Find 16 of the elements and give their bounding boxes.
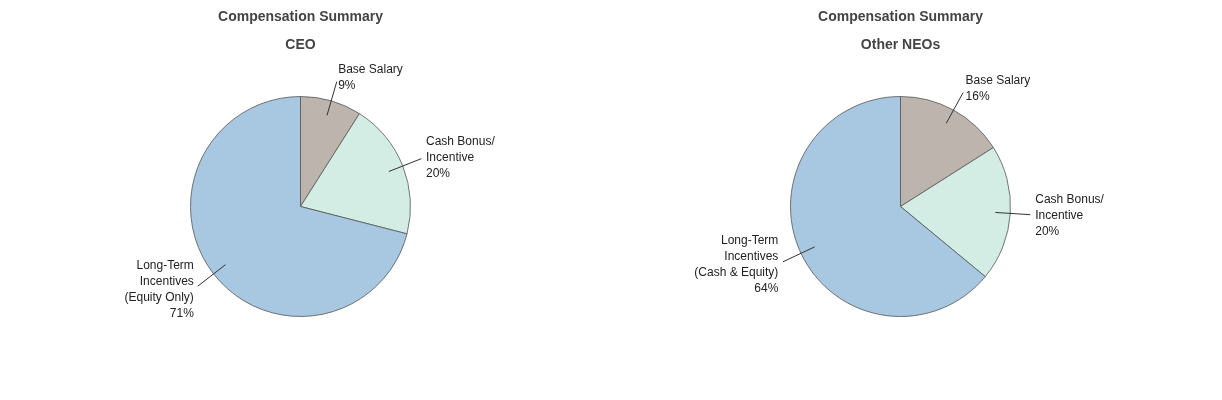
- slice-label: Long-Term Incentives (Cash & Equity): [694, 232, 779, 280]
- slice-label: Long-Term Incentives (Equity Only): [124, 258, 194, 305]
- chart-subtitle: Other NEOs: [860, 35, 941, 52]
- chart-title: Compensation Summary: [818, 7, 984, 24]
- slice-label: Base Salary: [965, 73, 1031, 88]
- data-label: 20%: [426, 165, 451, 180]
- data-label: 9%: [338, 77, 356, 92]
- data-label: 16%: [965, 89, 990, 104]
- data-label: 20%: [1035, 224, 1060, 239]
- slice-label: Cash Bonus/ Incentive: [1035, 191, 1105, 222]
- slice-label: Base Salary: [338, 61, 403, 76]
- data-label: 64%: [754, 281, 779, 296]
- data-label: 71%: [169, 306, 195, 321]
- chart-subtitle: CEO: [285, 35, 316, 52]
- slice-label: Cash Bonus/ Incentive: [426, 133, 496, 164]
- chart-title: Compensation Summary: [218, 7, 384, 24]
